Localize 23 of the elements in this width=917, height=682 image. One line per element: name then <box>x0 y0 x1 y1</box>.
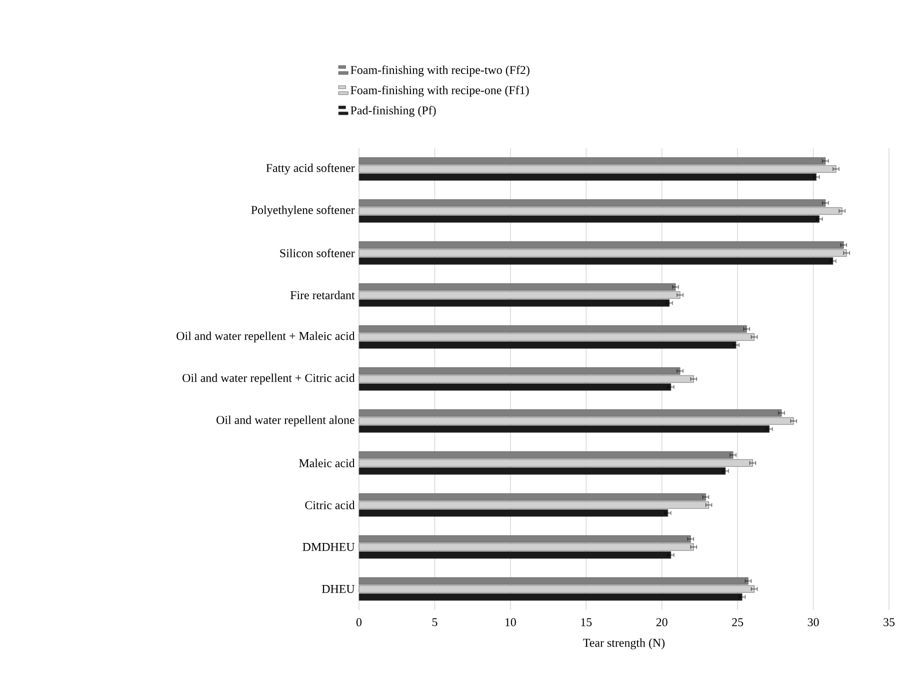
y-tick-label: Fire retardant <box>290 290 355 300</box>
x-tick-label: 5 <box>432 618 438 626</box>
legend-label: Foam-finishing with recipe-one (Ff1) <box>350 86 529 97</box>
y-tick-label: Citric acid <box>305 500 355 510</box>
x-tick-label: 25 <box>732 618 744 626</box>
x-tick-label: 30 <box>808 618 819 626</box>
x-tick-label: 20 <box>656 618 668 626</box>
y-tick-label: Polyethylene softener <box>251 206 355 216</box>
y-tick-label: Oil and water repellent alone <box>216 416 354 426</box>
y-tick-label: DMDHEU <box>302 543 355 551</box>
legend-label: Pad-finishing (Pf) <box>350 106 436 117</box>
y-tick-label: Maleic acid <box>299 458 355 468</box>
y-tick-label: Silicon softener <box>280 248 355 258</box>
y-tick-label: Oil and water repellent + Maleic acid <box>176 332 355 342</box>
y-tick-label: Fatty acid softener <box>266 163 355 174</box>
x-tick-label: 35 <box>884 618 895 626</box>
x-tick-label: 15 <box>581 618 592 626</box>
y-tick-label: DHEU <box>322 585 355 593</box>
legend-label: Foam-finishing with recipe-two (Ff2) <box>350 65 530 76</box>
x-tick-label: 0 <box>356 618 362 626</box>
x-axis-title: Tear strength (N) <box>583 638 665 650</box>
y-tick-label: Oil and water repellent + Citric acid <box>182 374 355 384</box>
x-tick-label: 10 <box>506 618 516 626</box>
